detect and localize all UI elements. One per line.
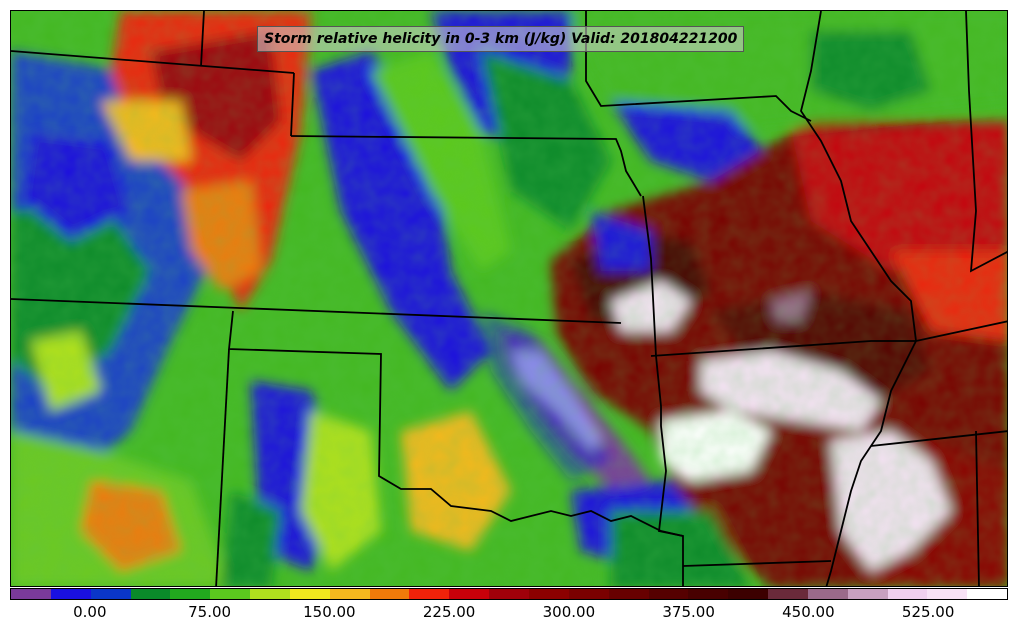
colorbar-segment xyxy=(11,589,51,599)
colorbar-tick-label: 300.00 xyxy=(542,603,596,621)
colorbar-segment xyxy=(967,589,1008,599)
colorbar-segment xyxy=(927,589,968,599)
colorbar-segment xyxy=(807,589,848,599)
colorbar-tick-label: 0.00 xyxy=(73,603,107,621)
colorbar xyxy=(10,588,1008,600)
colorbar-segment xyxy=(210,589,251,599)
colorbar-segment xyxy=(648,589,689,599)
colorbar-segment xyxy=(847,589,888,599)
colorbar-segment xyxy=(449,589,490,599)
colorbar-segment xyxy=(329,589,370,599)
colorbar-tick-labels: 0.00 75.00 150.00 225.00 300.00 375.00 450.00 5… xyxy=(10,603,1008,623)
colorbar-segment xyxy=(409,589,450,599)
colorbar-tick-label: 150.00 xyxy=(303,603,356,621)
colorbar-segment xyxy=(568,589,609,599)
colorbar-segment xyxy=(688,589,729,599)
colorbar-segment xyxy=(50,589,91,599)
colorbar-tick-label: 450.00 xyxy=(782,603,835,621)
colorbar-segment xyxy=(90,589,131,599)
colorbar-segment xyxy=(728,589,769,599)
colorbar-segment xyxy=(887,589,928,599)
helicity-map: Storm relative helicity in 0-3 km (J/kg)… xyxy=(10,10,1008,587)
colorbar-segment xyxy=(170,589,211,599)
colorbar-segment xyxy=(768,589,808,599)
map-title: Storm relative helicity in 0-3 km (J/kg)… xyxy=(257,26,745,52)
colorbar-tick-label: 75.00 xyxy=(188,603,232,621)
colorbar-segment xyxy=(489,589,529,599)
colorbar-segment xyxy=(289,589,330,599)
texture-overlay xyxy=(11,11,1007,586)
colorbar-segment xyxy=(528,589,569,599)
colorbar-segment xyxy=(130,589,171,599)
colorbar-segment xyxy=(369,589,410,599)
map-canvas xyxy=(11,11,1007,586)
colorbar-tick-label: 375.00 xyxy=(662,603,715,621)
colorbar-segment xyxy=(608,589,649,599)
colorbar-segment xyxy=(250,589,290,599)
colorbar-tick-label: 525.00 xyxy=(901,603,955,621)
colorbar-tick-label: 225.00 xyxy=(422,603,476,621)
state-boundaries xyxy=(11,11,1007,586)
